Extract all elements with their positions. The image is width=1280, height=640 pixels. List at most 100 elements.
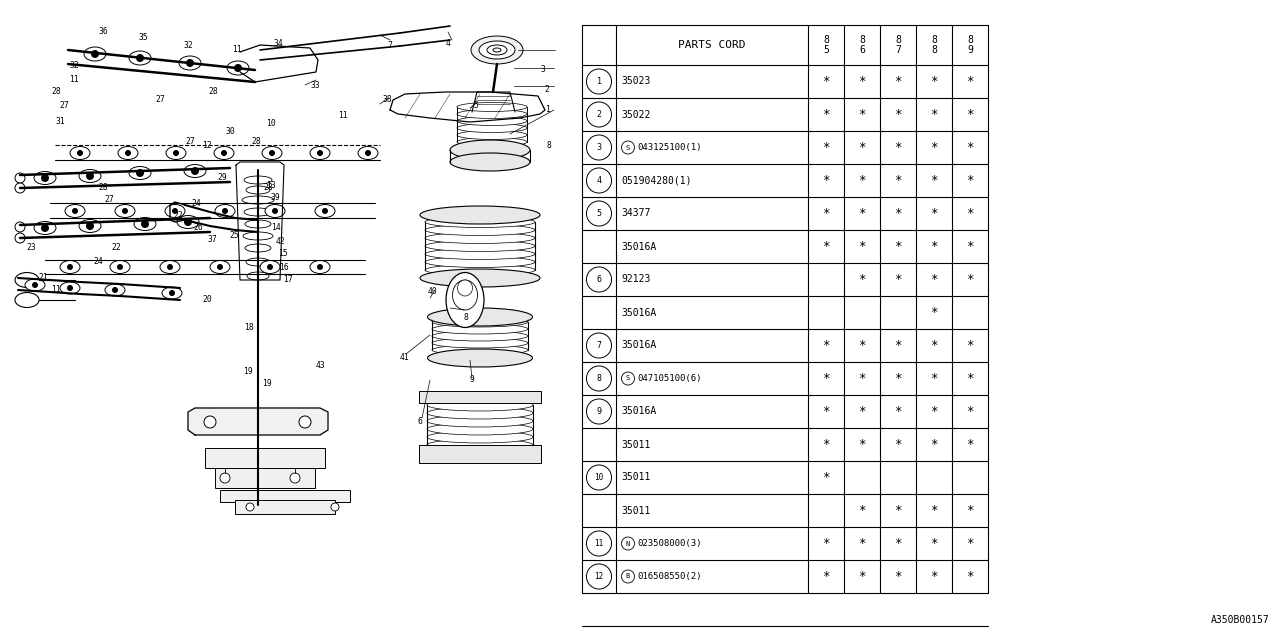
Text: 6: 6: [417, 417, 422, 426]
Ellipse shape: [428, 308, 532, 326]
Text: *: *: [822, 570, 829, 583]
Text: 34: 34: [273, 40, 283, 49]
Text: 24: 24: [191, 200, 201, 209]
Ellipse shape: [84, 47, 106, 61]
Text: 8: 8: [859, 35, 865, 45]
Text: *: *: [966, 537, 974, 550]
Text: B: B: [626, 573, 630, 579]
Text: *: *: [859, 273, 865, 286]
Text: 38: 38: [383, 95, 392, 104]
Text: 22: 22: [111, 243, 120, 253]
Text: PARTS CORD: PARTS CORD: [678, 40, 746, 50]
Ellipse shape: [70, 147, 90, 159]
Text: *: *: [895, 537, 901, 550]
Text: 7: 7: [388, 40, 393, 49]
Ellipse shape: [425, 248, 535, 259]
Text: *: *: [822, 75, 829, 88]
Text: *: *: [859, 75, 865, 88]
Circle shape: [136, 169, 143, 177]
Text: 15: 15: [278, 250, 288, 259]
Circle shape: [268, 264, 273, 270]
Text: 6: 6: [859, 45, 865, 55]
Text: 35016A: 35016A: [621, 340, 657, 351]
Text: 047105100(6): 047105100(6): [637, 374, 701, 383]
Ellipse shape: [246, 186, 270, 194]
Ellipse shape: [310, 147, 330, 159]
Ellipse shape: [425, 264, 535, 275]
Circle shape: [586, 531, 612, 556]
Text: 1: 1: [545, 106, 550, 115]
Ellipse shape: [493, 48, 500, 52]
Circle shape: [204, 416, 216, 428]
Text: *: *: [822, 471, 829, 484]
Polygon shape: [188, 408, 328, 435]
Text: 8: 8: [547, 141, 552, 150]
Ellipse shape: [420, 269, 540, 287]
Text: *: *: [822, 141, 829, 154]
Text: *: *: [859, 207, 865, 220]
Ellipse shape: [428, 439, 532, 451]
Text: 35016A: 35016A: [621, 406, 657, 417]
Text: S: S: [626, 376, 630, 381]
Ellipse shape: [79, 220, 101, 232]
Ellipse shape: [105, 284, 125, 296]
Ellipse shape: [166, 147, 186, 159]
Text: 29: 29: [218, 173, 227, 182]
Text: *: *: [931, 537, 938, 550]
Circle shape: [269, 150, 275, 156]
Circle shape: [586, 168, 612, 193]
Text: 9: 9: [968, 45, 973, 55]
Circle shape: [221, 150, 227, 156]
Text: 5: 5: [474, 100, 479, 109]
Circle shape: [273, 208, 278, 214]
Text: *: *: [931, 141, 938, 154]
Ellipse shape: [358, 147, 378, 159]
Circle shape: [125, 150, 131, 156]
Ellipse shape: [244, 176, 273, 184]
Text: *: *: [966, 504, 974, 517]
Text: *: *: [966, 174, 974, 187]
Text: *: *: [966, 372, 974, 385]
Text: *: *: [895, 504, 901, 517]
Ellipse shape: [425, 241, 535, 252]
Text: 6: 6: [596, 275, 602, 284]
Ellipse shape: [129, 51, 151, 65]
Ellipse shape: [118, 147, 138, 159]
Text: 2: 2: [596, 110, 602, 119]
Ellipse shape: [425, 232, 535, 243]
Text: *: *: [931, 273, 938, 286]
Ellipse shape: [210, 260, 230, 273]
Bar: [220, 490, 349, 502]
Ellipse shape: [215, 205, 236, 218]
Text: 33: 33: [310, 81, 320, 90]
Text: *: *: [822, 174, 829, 187]
Text: 43: 43: [315, 360, 325, 369]
Circle shape: [86, 222, 93, 230]
Circle shape: [586, 201, 612, 226]
Ellipse shape: [428, 415, 532, 427]
Ellipse shape: [457, 138, 527, 147]
Ellipse shape: [214, 147, 234, 159]
Text: 11: 11: [232, 45, 242, 54]
Circle shape: [116, 264, 123, 270]
Ellipse shape: [247, 272, 269, 280]
Text: 19: 19: [243, 367, 253, 376]
Bar: [419, 391, 541, 403]
Circle shape: [300, 416, 311, 428]
Text: 34377: 34377: [621, 209, 650, 218]
Text: 12: 12: [202, 141, 212, 150]
Ellipse shape: [110, 260, 131, 273]
Ellipse shape: [227, 61, 250, 75]
Text: 9: 9: [470, 376, 475, 385]
Circle shape: [41, 174, 49, 182]
Text: 10: 10: [594, 473, 604, 482]
Text: *: *: [895, 570, 901, 583]
Circle shape: [41, 224, 49, 232]
Text: 12: 12: [594, 572, 604, 581]
Text: 28: 28: [99, 184, 108, 193]
Text: *: *: [966, 141, 974, 154]
Text: 35016A: 35016A: [621, 307, 657, 317]
Circle shape: [141, 220, 148, 228]
Ellipse shape: [433, 331, 529, 341]
Text: *: *: [931, 306, 938, 319]
